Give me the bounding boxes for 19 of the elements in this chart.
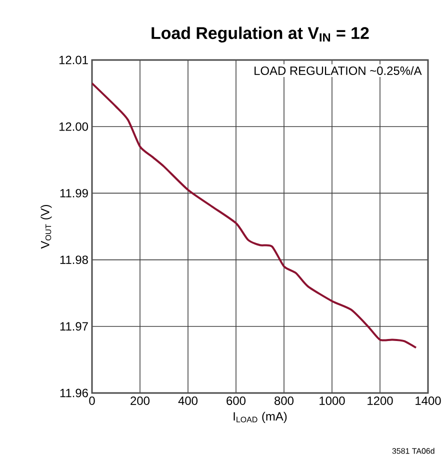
x-tick-label: 1200 [368,396,393,405]
x-tick-label: 800 [274,396,294,405]
y-tick-label: 11.98 [60,256,88,264]
line-series [92,82,417,349]
y-tick-label: 11.99 [60,188,88,198]
x-tick-label: 1000 [320,396,345,405]
y-tick-label: 12.01 [59,56,88,64]
y-tick-label: 12.00 [59,122,88,131]
x-tick-label: 200 [130,396,150,405]
y-axis-title: V$_{OUT}$ (V) [40,204,52,249]
chart-title: Load Regulation at V$_{IN}$ = 12 [152,26,369,42]
annotation: LOAD REGULATION ~0.25%/A [254,66,422,75]
x-tick-label: 1400 [416,396,441,405]
x-tick-label: 0 [89,396,95,405]
x-tick-label: 600 [226,396,246,405]
y-tick-label: 11.96 [60,388,88,398]
y-tick-label: 11.97 [60,322,88,331]
x-axis-title: I$_{LOAD}$ (mA) [234,412,287,423]
x-tick-label: 400 [178,396,198,405]
